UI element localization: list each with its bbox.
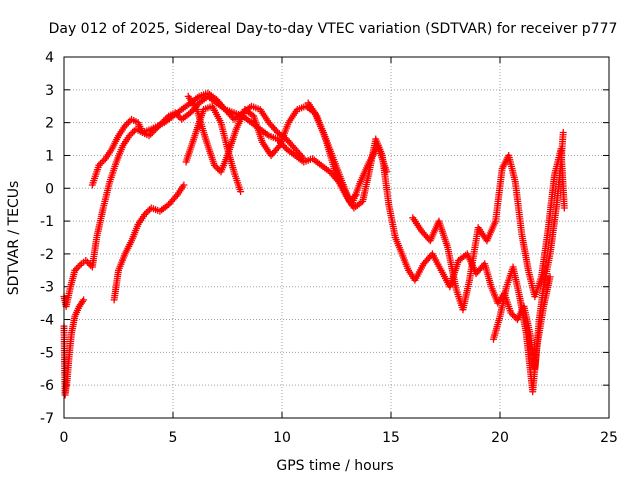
data-point [121, 122, 129, 130]
data-point [507, 309, 515, 317]
data-point-interpolated [144, 207, 152, 215]
data-point [546, 273, 554, 281]
data-point-interpolated [142, 209, 150, 217]
data-point [158, 119, 166, 127]
data-point [171, 109, 179, 117]
data-point-interpolated [74, 263, 82, 271]
data-point-interpolated [214, 165, 222, 173]
y-tick-label: -7 [40, 411, 54, 427]
data-point [237, 188, 245, 196]
data-point-interpolated [212, 163, 220, 171]
data-point-interpolated [146, 206, 154, 214]
data-point [180, 181, 188, 189]
data-point-interpolated [509, 311, 517, 319]
data-point [300, 155, 308, 163]
x-axis-label: GPS time / hours [276, 458, 393, 474]
data-point-interpolated [172, 192, 180, 200]
data-point-interpolated [123, 120, 131, 128]
data-point [95, 161, 103, 169]
y-tick-label: 4 [45, 50, 54, 66]
data-point-interpolated [98, 158, 106, 166]
data-point [145, 132, 153, 140]
x-tick-label: 5 [169, 430, 178, 446]
data-point-interpolated [174, 112, 182, 120]
data-point [141, 211, 149, 219]
y-tick-label: -1 [40, 214, 54, 230]
data-point [383, 168, 391, 176]
data-point [125, 132, 133, 140]
y-tick-label: -4 [40, 313, 54, 329]
data-point-interpolated [129, 128, 137, 136]
data-points [60, 89, 568, 399]
data-point-interpolated [79, 297, 87, 305]
data-point-interpolated [76, 261, 84, 269]
y-tick-label: 3 [45, 83, 54, 99]
x-tick-label: 10 [273, 430, 291, 446]
grid [64, 57, 609, 418]
data-point-interpolated [161, 115, 169, 123]
data-point [152, 125, 160, 133]
plot-frame [63, 56, 610, 419]
y-tick-label: -5 [40, 345, 54, 361]
data-point-interpolated [85, 260, 93, 268]
data-point-interpolated [148, 128, 156, 136]
data-point-interpolated [298, 153, 306, 161]
x-tick-label: 20 [491, 430, 509, 446]
data-point [80, 296, 88, 304]
data-point-interpolated [173, 110, 181, 118]
y-tick-label: 1 [45, 148, 54, 164]
y-tick-label: 2 [45, 116, 54, 132]
data-point-interpolated [155, 122, 163, 130]
data-point-interpolated [150, 127, 158, 135]
data-point-interpolated [127, 130, 135, 138]
data-point [559, 128, 567, 136]
data-point [71, 266, 79, 274]
data-point-interpolated [97, 160, 105, 168]
axis-ticks: 0 5 10 15 20 25 -7 -6 -5 -4 -3 -2 -1 0 1 2 3 4 [40, 50, 618, 446]
data-point [82, 256, 90, 264]
data-point-interpolated [274, 143, 282, 151]
data-point [560, 204, 568, 212]
data-point-interpolated [124, 119, 132, 127]
x-tick-label: 25 [600, 430, 618, 446]
data-point [210, 161, 218, 169]
y-tick-label: -6 [40, 378, 54, 394]
y-tick-label: -3 [40, 280, 54, 296]
chart-title: Day 012 of 2025, Sidereal Day-to-day VTE… [49, 21, 618, 37]
y-tick-label: 0 [45, 181, 54, 197]
data-point-interpolated [73, 265, 81, 273]
x-tick-label: 0 [60, 430, 69, 446]
data-point-interpolated [163, 114, 171, 122]
data-point-interpolated [153, 124, 161, 132]
y-axis-label: SDTVAR / TECUs [6, 181, 22, 296]
y-tick-label: -2 [40, 247, 54, 263]
x-tick-label: 15 [382, 430, 400, 446]
data-point-interpolated [160, 117, 168, 125]
data-point-interpolated [147, 130, 155, 138]
data-point-interpolated [100, 156, 108, 164]
data-point-interpolated [83, 258, 91, 266]
data-point-interpolated [156, 120, 164, 128]
